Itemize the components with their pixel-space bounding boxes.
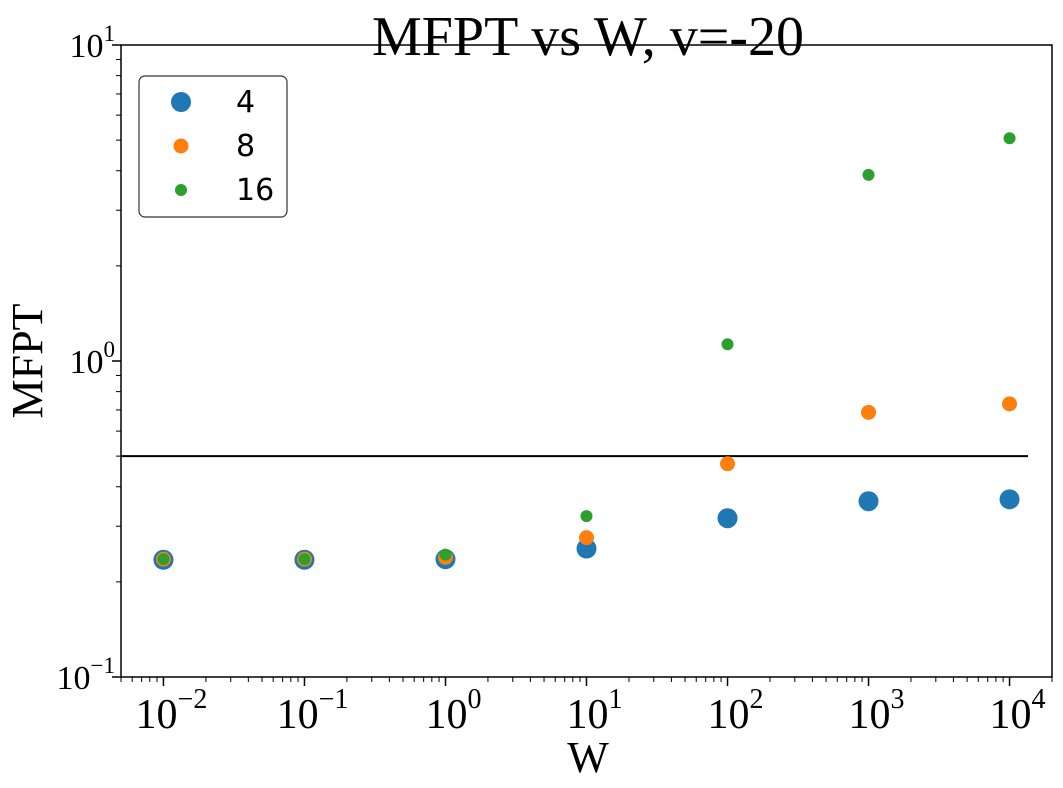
marker-series-16 [862, 168, 875, 181]
x-tick-label: 101 [567, 684, 623, 738]
x-tick-label: 102 [708, 684, 764, 738]
data-markers [153, 132, 1020, 570]
y-tick-label: 101 [70, 21, 116, 65]
legend-frame [138, 75, 288, 218]
marker-series-4 [999, 489, 1020, 510]
marker-series-16 [721, 338, 734, 351]
x-axis-ticks: 10−2 10−1 100 101 102 103 104 [136, 677, 1046, 738]
x-tick-label: 100 [425, 684, 481, 738]
marker-series-4 [576, 538, 597, 559]
marker-series-4 [717, 508, 738, 529]
legend-marker-16 [175, 184, 187, 196]
marker-series-8 [861, 404, 877, 420]
y-axis-label: MFPT [3, 303, 52, 418]
marker-series-16 [157, 553, 170, 566]
y-tick-label: 10−1 [57, 653, 115, 697]
legend-label: 4 [236, 85, 255, 120]
x-tick-label: 104 [990, 684, 1046, 738]
legend-label: 8 [236, 129, 255, 164]
marker-series-16 [1003, 132, 1016, 145]
x-tick-label: 103 [849, 684, 905, 738]
marker-series-8 [579, 530, 594, 546]
marker-series-4 [858, 491, 879, 512]
legend-marker-8 [173, 138, 189, 154]
marker-series-16 [298, 553, 311, 566]
marker-series-8 [1002, 396, 1018, 412]
marker-series-16 [580, 510, 593, 523]
marker-series-16 [439, 548, 452, 561]
x-axis-label: W [567, 733, 609, 782]
x-tick-label: 10−2 [136, 684, 208, 738]
marker-series-8 [720, 456, 736, 472]
legend: 4 8 16 [138, 75, 288, 218]
x-tick-label: 10−1 [277, 684, 349, 738]
chart-title: MFPT vs W, v=-20 [372, 6, 804, 68]
legend-label: 16 [236, 173, 274, 208]
minor-ticks [116, 58, 1053, 682]
y-axis-ticks: 10−1 100 101 [57, 21, 121, 697]
y-tick-label: 100 [70, 337, 116, 381]
legend-marker-4 [171, 92, 191, 112]
